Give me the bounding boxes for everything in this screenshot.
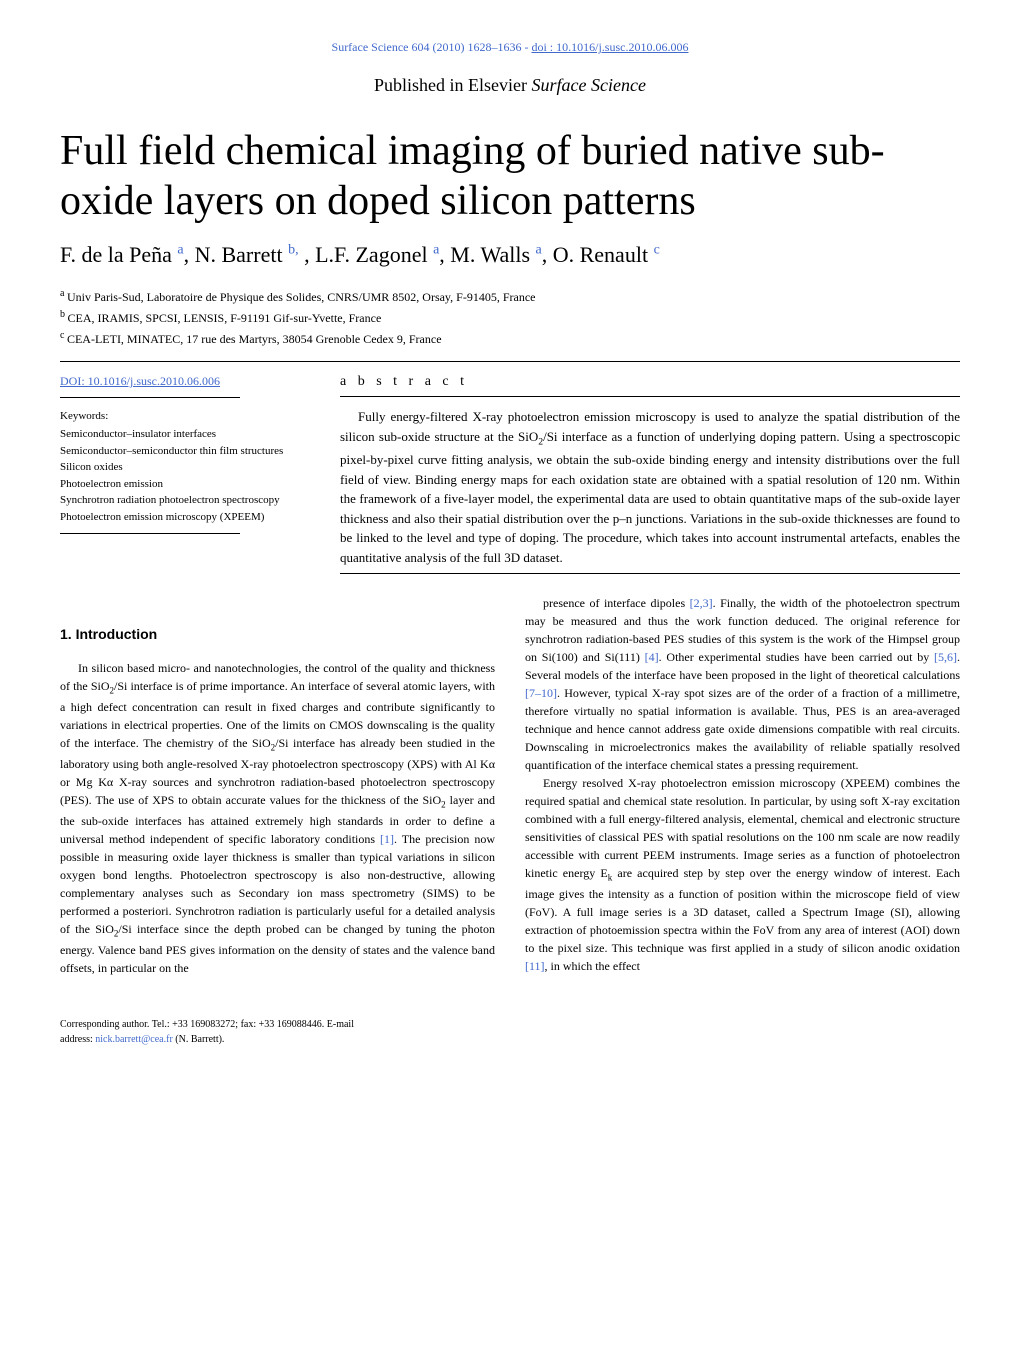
corresponding-line1: Corresponding author. Tel.: +33 16908327…: [60, 1017, 495, 1032]
body-column-left: 1. Introduction In silicon based micro- …: [60, 594, 495, 1047]
section-title: 1. Introduction: [60, 624, 495, 645]
corresponding-line2: address: nick.barrett@cea.fr (N. Barrett…: [60, 1032, 495, 1047]
left-column: DOI: 10.1016/j.susc.2010.06.006 Keywords…: [60, 374, 300, 584]
abstract-text: Fully energy-filtered X-ray photoelectro…: [340, 407, 960, 567]
keywords-label: Keywords:: [60, 410, 300, 422]
doi-divider: [60, 397, 240, 398]
keywords-list: Semiconductor–insulator interfacesSemico…: [60, 426, 300, 525]
published-prefix: Published in Elsevier: [374, 75, 531, 95]
published-in: Published in Elsevier Surface Science: [60, 75, 960, 96]
journal-ref: Surface Science 604 (2010) 1628–1636: [332, 40, 522, 54]
abstract-divider-top: [340, 396, 960, 397]
abstract-divider-bottom: [340, 573, 960, 574]
body-column-right: presence of interface dipoles [2,3]. Fin…: [525, 594, 960, 1047]
body-columns: 1. Introduction In silicon based micro- …: [60, 594, 960, 1047]
affiliations: a Univ Paris-Sud, Laboratoire de Physiqu…: [60, 286, 960, 350]
divider-top: [60, 361, 960, 362]
published-journal: Surface Science: [532, 75, 646, 95]
abstract-label: a b s t r a c t: [340, 374, 960, 390]
corresponding-author: Corresponding author. Tel.: +33 16908327…: [60, 1017, 495, 1047]
keywords-divider: [60, 533, 240, 534]
meta-row: DOI: 10.1016/j.susc.2010.06.006 Keywords…: [60, 374, 960, 584]
header-doi-link[interactable]: doi : 10.1016/j.susc.2010.06.006: [531, 40, 688, 54]
right-column: a b s t r a c t Fully energy-filtered X-…: [340, 374, 960, 584]
corresponding-email[interactable]: nick.barrett@cea.fr: [95, 1034, 173, 1045]
journal-header: Surface Science 604 (2010) 1628–1636 - d…: [60, 40, 960, 55]
authors-line: F. de la Peña a, N. Barrett b, , L.F. Za…: [60, 242, 960, 268]
paper-title: Full field chemical imaging of buried na…: [60, 126, 960, 227]
intro-paragraph-2: presence of interface dipoles [2,3]. Fin…: [525, 594, 960, 774]
doi-link[interactable]: DOI: 10.1016/j.susc.2010.06.006: [60, 374, 300, 389]
intro-paragraph-1: In silicon based micro- and nanotechnolo…: [60, 659, 495, 977]
intro-paragraph-3: Energy resolved X-ray photoelectron emis…: [525, 774, 960, 975]
